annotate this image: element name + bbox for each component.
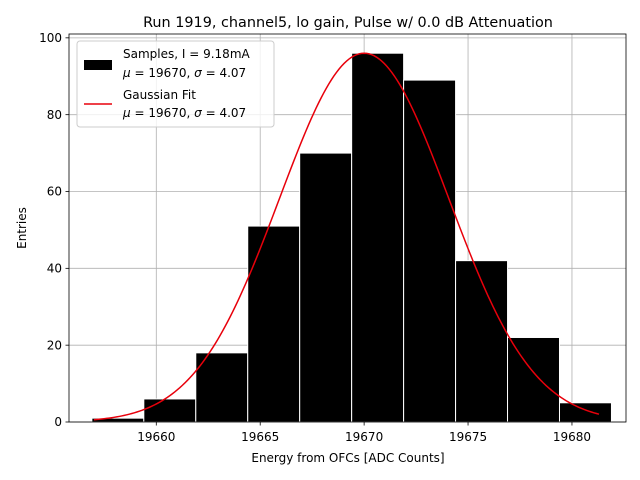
histogram-bar <box>558 402 612 423</box>
x-tick-label: 19675 <box>449 430 487 444</box>
x-tick-label: 19660 <box>137 430 175 444</box>
y-tick-label: 100 <box>39 31 62 45</box>
legend-fit-label: Gaussian Fit <box>123 88 196 102</box>
y-tick-label: 0 <box>54 415 62 429</box>
histogram-bar <box>299 152 353 423</box>
x-tick-label: 19680 <box>553 430 591 444</box>
y-tick-label: 60 <box>47 185 62 199</box>
chart-title: Run 1919, channel5, lo gain, Pulse w/ 0.… <box>143 15 553 31</box>
legend: Samples, I = 9.18mA μ = 19670, σ = 4.07 … <box>76 40 275 128</box>
histogram-bar <box>351 52 405 423</box>
x-axis-ticks: 19660 19665 19670 19675 19680 <box>137 422 591 444</box>
y-tick-label: 80 <box>47 108 62 122</box>
y-axis-label: Entries <box>15 207 29 249</box>
histogram-bar <box>143 398 197 423</box>
histogram-bar <box>455 260 509 423</box>
plot-area <box>68 33 627 423</box>
legend-samples-stats: μ = 19670, σ = 4.07 <box>122 66 246 80</box>
y-axis-ticks: 0 20 40 60 80 100 <box>39 31 69 429</box>
x-tick-label: 19665 <box>241 430 279 444</box>
histogram-bar <box>403 79 457 423</box>
gaussian-fit-curve <box>93 52 600 421</box>
x-axis-label: Energy from OFCs [ADC Counts] <box>251 451 444 465</box>
legend-samples-label: Samples, I = 9.18mA <box>123 47 251 61</box>
y-tick-label: 40 <box>47 262 62 276</box>
histogram-bar <box>507 336 560 423</box>
y-tick-label: 20 <box>47 338 62 352</box>
plot-frame <box>68 33 627 423</box>
legend-samples-swatch <box>84 60 112 70</box>
x-tick-label: 19670 <box>345 430 383 444</box>
histogram-bar <box>247 225 301 423</box>
legend-box <box>76 40 275 128</box>
histogram-bar <box>195 352 249 423</box>
legend-fit-stats: μ = 19670, σ = 4.07 <box>122 106 246 120</box>
